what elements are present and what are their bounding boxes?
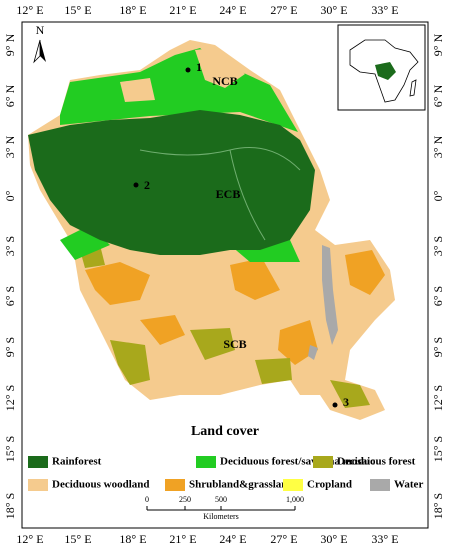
scale-label: 0 xyxy=(145,495,149,504)
right-coord-label: 18° S xyxy=(431,493,445,519)
deciduous-forest-patch xyxy=(330,380,370,408)
scale-bar xyxy=(146,506,296,511)
deciduous-forest-patch xyxy=(110,340,150,385)
legend-swatch xyxy=(313,456,333,468)
site-marker xyxy=(332,402,338,408)
top-coord-label: 18° E xyxy=(119,3,146,17)
site-marker xyxy=(185,67,191,73)
right-coord-label: 6° N xyxy=(431,84,445,107)
left-coord-label: 3° N xyxy=(3,135,17,158)
scale-label: 250 xyxy=(179,495,191,504)
legend-title: Land cover xyxy=(191,424,259,439)
region-label: NCB xyxy=(212,74,237,88)
woodland-patch xyxy=(120,78,155,102)
deciduous-forest-patch xyxy=(190,328,235,360)
left-coord-label: 3° S xyxy=(3,236,17,256)
legend-label: Shrubland&grassland xyxy=(189,479,294,491)
site-label: 2 xyxy=(144,178,150,192)
bottom-coord-label: 33° E xyxy=(371,532,398,546)
bottom-coord-label: 12° E xyxy=(16,532,43,546)
top-coord-label: 15° E xyxy=(64,3,91,17)
site-marker xyxy=(133,182,139,188)
deciduous-forest-patch xyxy=(255,358,292,384)
left-coord-label: 6° N xyxy=(3,84,17,107)
north-label: N xyxy=(36,23,45,37)
legend-swatch xyxy=(370,479,390,491)
legend-label: Deciduous forest/savanna mosaic xyxy=(220,456,375,468)
region-label: ECB xyxy=(216,187,241,201)
right-coord-label: 15° S xyxy=(431,436,445,462)
left-coord-label: 9° N xyxy=(3,33,17,56)
legend-swatch xyxy=(196,456,216,468)
inset-basin xyxy=(375,62,396,80)
legend-swatch xyxy=(165,479,185,491)
left-coord-label: 0° xyxy=(3,190,17,201)
legend-swatch xyxy=(28,456,48,468)
left-coord-label: 15° S xyxy=(3,436,17,462)
lake xyxy=(308,345,318,360)
bottom-coord-label: 27° E xyxy=(270,532,297,546)
lake xyxy=(322,245,338,345)
right-coord-label: 9° N xyxy=(431,33,445,56)
site-label: 3 xyxy=(343,395,349,409)
top-coord-label: 27° E xyxy=(270,3,297,17)
scale-unit: Kilometers xyxy=(203,512,239,521)
right-coord-label: 3° N xyxy=(431,135,445,158)
bottom-coord-label: 15° E xyxy=(64,532,91,546)
river xyxy=(139,147,301,241)
woodland-patch xyxy=(195,48,245,88)
top-coord-label: 12° E xyxy=(16,3,43,17)
right-coord-label: 3° S xyxy=(431,236,445,256)
site-label: 1 xyxy=(196,60,202,74)
top-coord-label: 30° E xyxy=(320,3,347,17)
left-coord-label: 6° S xyxy=(3,286,17,306)
right-coord-label: 6° S xyxy=(431,286,445,306)
legend-swatch xyxy=(28,479,48,491)
north-arrow xyxy=(33,39,41,64)
bottom-coord-label: 21° E xyxy=(169,532,196,546)
bottom-coord-label: 30° E xyxy=(320,532,347,546)
shrubland-patch xyxy=(140,315,185,345)
madagascar xyxy=(409,79,417,97)
top-coord-label: 33° E xyxy=(371,3,398,17)
rainforest xyxy=(28,110,315,255)
mosaic-band xyxy=(60,48,298,132)
right-coord-label: 0° xyxy=(431,190,445,201)
bottom-coord-label: 24° E xyxy=(219,532,246,546)
left-coord-label: 9° S xyxy=(3,337,17,357)
top-coord-label: 24° E xyxy=(219,3,246,17)
shrubland-patch xyxy=(345,250,385,295)
scale-label: 1,000 xyxy=(286,495,304,504)
north-arrow xyxy=(40,40,46,62)
right-coord-label: 12° S xyxy=(431,385,445,411)
left-coord-label: 18° S xyxy=(3,493,17,519)
legend-label: Cropland xyxy=(307,479,352,491)
legend-swatch xyxy=(283,479,303,491)
shrubland-patch xyxy=(85,262,150,305)
shrubland-patch xyxy=(230,258,280,300)
legend-label: Deciduous forest xyxy=(337,456,416,468)
bottom-coord-label: 18° E xyxy=(119,532,146,546)
right-coord-label: 9° S xyxy=(431,337,445,357)
legend-label: Deciduous woodland xyxy=(52,479,150,491)
region-label: SCB xyxy=(223,337,246,351)
shrubland-patch xyxy=(278,320,318,365)
legend-label: Rainforest xyxy=(52,456,102,468)
scale-label: 500 xyxy=(215,495,227,504)
left-coord-label: 12° S xyxy=(3,385,17,411)
top-coord-label: 21° E xyxy=(169,3,196,17)
legend-label: Water xyxy=(394,479,423,491)
